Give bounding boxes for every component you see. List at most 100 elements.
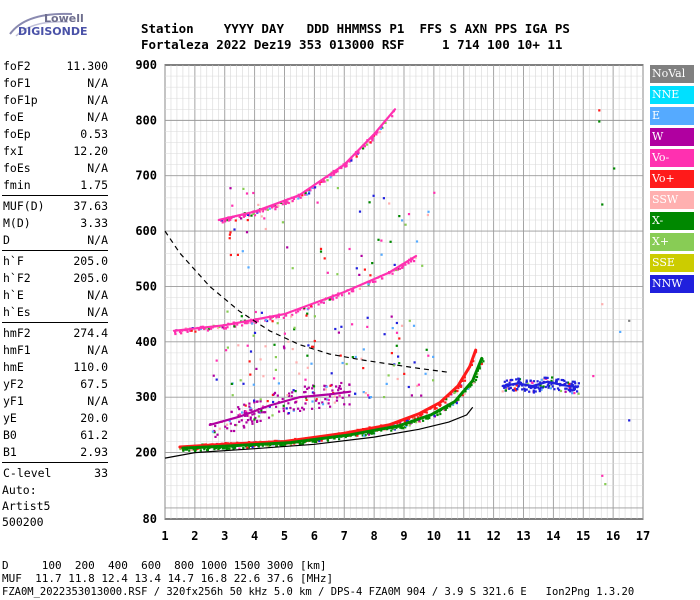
- spread-echo-point: [410, 394, 413, 397]
- echo-point: [546, 376, 549, 379]
- echo-point: [517, 384, 520, 387]
- echo-point: [194, 449, 197, 452]
- echo-point: [457, 387, 460, 390]
- echo-point: [268, 207, 271, 210]
- spread-echo-point: [369, 396, 372, 399]
- spread-echo-point: [291, 348, 294, 351]
- spread-echo-point: [237, 344, 240, 347]
- echo-point: [323, 180, 326, 183]
- echo-point: [328, 395, 332, 398]
- spread-echo-point: [416, 384, 419, 387]
- echo-point: [557, 378, 560, 381]
- spread-echo-point: [259, 358, 262, 361]
- echo-point: [534, 390, 537, 393]
- echo-point: [305, 193, 308, 196]
- spread-echo-point: [396, 377, 399, 381]
- echo-point: [299, 196, 302, 199]
- echo-point: [390, 429, 393, 432]
- spread-echo-point: [337, 331, 340, 334]
- echo-point: [230, 429, 233, 433]
- echo-point: [221, 326, 224, 329]
- echo-point: [184, 448, 187, 451]
- echo-point: [282, 407, 285, 410]
- echo-point: [246, 414, 249, 417]
- parameter-row: foF1 N/A: [2, 75, 108, 92]
- echo-point: [251, 413, 254, 416]
- echo-point: [335, 296, 338, 299]
- spread-echo-point: [215, 359, 218, 362]
- echo-point: [242, 447, 245, 450]
- spread-echo-point: [229, 187, 232, 190]
- echo-point: [383, 428, 386, 432]
- echo-point: [220, 219, 224, 222]
- echo-point: [513, 387, 516, 390]
- echo-point: [355, 155, 358, 158]
- parameter-value: 1.75: [80, 178, 108, 192]
- echo-point: [245, 421, 248, 424]
- echo-point: [345, 164, 348, 167]
- echo-point: [309, 304, 312, 307]
- echo-point: [476, 373, 479, 376]
- echo-point: [229, 422, 232, 425]
- parameter-row: M(D) 3.33: [2, 215, 108, 232]
- echo-point: [520, 381, 523, 384]
- parameter-row: yF1 N/A: [2, 393, 108, 410]
- echo-point: [396, 268, 399, 271]
- echo-point: [295, 311, 298, 314]
- echo-point: [290, 395, 293, 398]
- echo-point: [241, 324, 244, 327]
- auto-label: Auto:: [2, 483, 37, 497]
- echo-point: [326, 179, 329, 182]
- spread-echo-point: [404, 223, 407, 226]
- echo-point: [399, 426, 402, 429]
- echo-point: [576, 390, 579, 393]
- spread-echo-point: [417, 383, 420, 386]
- spread-echo-point: [432, 379, 435, 382]
- parameter-panel: foF2 11.300 foF1 N/A foF1p N/A foE N/A foEp 0.53 f…: [2, 58, 108, 482]
- echo-point: [252, 320, 255, 323]
- echo-point: [254, 321, 257, 324]
- echo-point: [463, 392, 466, 395]
- echo-point: [209, 327, 212, 330]
- spread-echo-point: [427, 210, 430, 213]
- echo-point: [234, 423, 237, 427]
- echo-point: [515, 378, 518, 381]
- parameter-label: M(D): [3, 216, 31, 230]
- echo-point: [463, 379, 467, 382]
- echo-point: [253, 214, 257, 217]
- spread-echo-point: [380, 239, 383, 242]
- spread-echo-point: [273, 377, 276, 380]
- logo-text-lowell: Lowell: [44, 12, 84, 25]
- echo-point: [317, 303, 320, 306]
- spread-echo-point: [336, 273, 339, 276]
- echo-point: [542, 385, 545, 388]
- spread-echo-point: [426, 213, 429, 217]
- parameter-label: fxI: [3, 144, 24, 158]
- parameter-row: h`F2 205.0: [2, 270, 108, 287]
- spread-echo-point: [345, 362, 348, 366]
- echo-point: [189, 329, 192, 332]
- echo-point: [445, 398, 448, 401]
- y-tick-label: 700: [135, 169, 157, 183]
- spread-echo-point: [233, 228, 236, 231]
- echo-point: [221, 221, 224, 224]
- y-tick-label: 80: [143, 512, 157, 526]
- legend-item-vo: Vo+: [650, 170, 694, 188]
- echo-point: [271, 393, 274, 396]
- spread-echo-point: [282, 345, 286, 348]
- parameter-label: h`Es: [3, 305, 31, 319]
- echo-point: [242, 215, 245, 218]
- echo-point: [253, 399, 256, 402]
- echo-point: [188, 449, 191, 452]
- header-values: Fortaleza 2022 Dez19 353 013000 RSF 1 71…: [141, 37, 563, 52]
- muf-curve: [164, 230, 449, 373]
- echo-point: [249, 408, 252, 411]
- spread-echo-point: [364, 392, 367, 395]
- spread-echo-point: [401, 219, 404, 222]
- spread-echo-point: [389, 240, 392, 243]
- legend-item-ssw: SSW: [650, 191, 694, 209]
- echo-point: [369, 141, 372, 144]
- spread-echo-point: [424, 372, 427, 375]
- echo-point: [264, 411, 267, 414]
- echo-point: [243, 426, 246, 429]
